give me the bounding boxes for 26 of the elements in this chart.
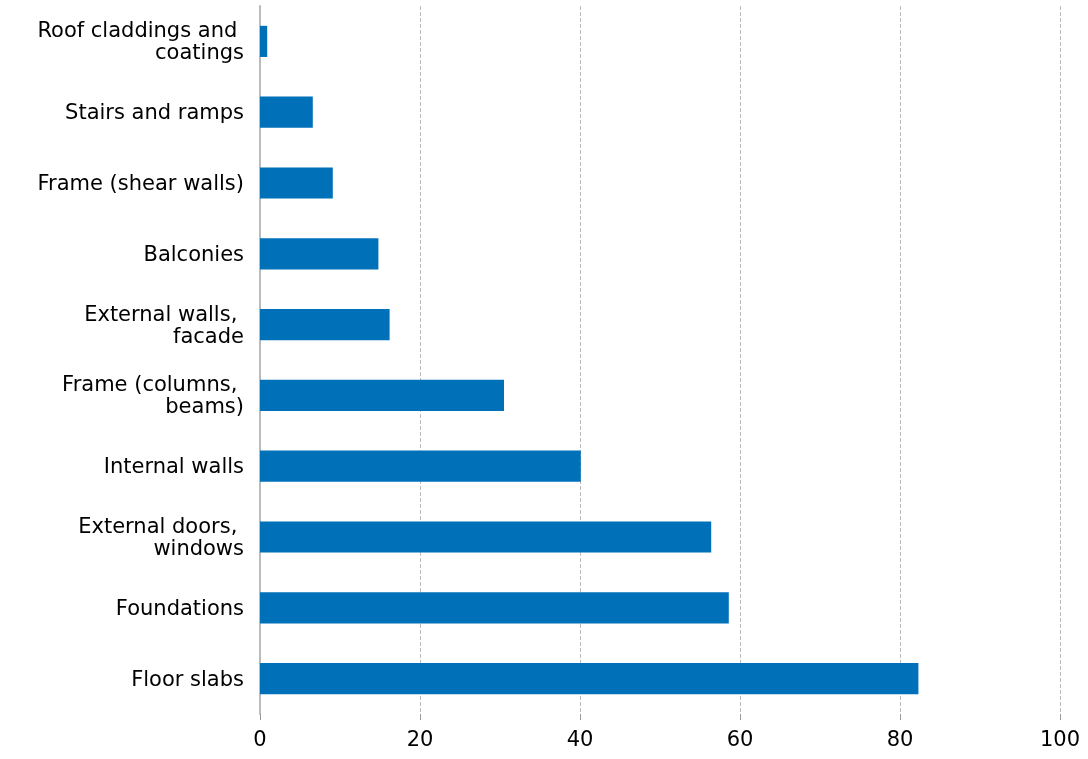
y-tick-label: Frame (columns, beams) (62, 372, 244, 419)
bar (260, 521, 712, 553)
y-tick-label: External doors, windows (78, 514, 244, 560)
x-tick-label: 0 (253, 726, 267, 751)
bar (260, 592, 729, 624)
y-tick-label: Frame (shear walls) (37, 171, 244, 195)
x-tick-label: 80 (886, 726, 914, 751)
x-tick-label: 100 (1039, 726, 1081, 751)
x-tick-label: 60 (726, 726, 754, 751)
y-tick-label: Roof claddings and coatings (37, 18, 244, 65)
y-tick-label: Balconies (143, 241, 244, 266)
bar (260, 25, 268, 57)
y-tick-label: Internal walls (103, 454, 244, 479)
bar (260, 238, 379, 270)
x-tick-label: 40 (566, 726, 594, 751)
y-tick-label: External walls, facade (84, 301, 244, 348)
bar (260, 167, 333, 199)
x-tick-label: 20 (406, 726, 434, 751)
bar (260, 450, 581, 482)
bar (260, 309, 390, 341)
bar (260, 379, 504, 411)
y-tick-label: Foundations (115, 595, 244, 620)
y-tick-label: Stairs and ramps (65, 100, 244, 125)
bar (260, 663, 919, 695)
y-tick-label: Floor slabs (131, 666, 244, 691)
bar (260, 96, 313, 128)
